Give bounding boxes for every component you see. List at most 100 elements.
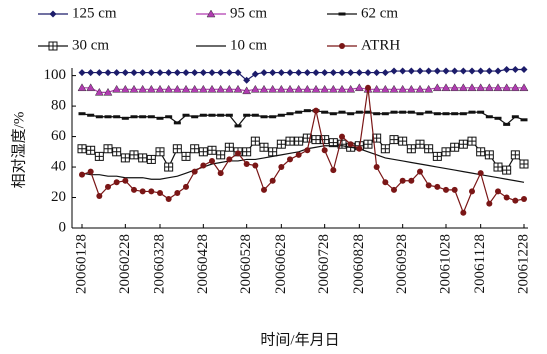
data-point	[512, 197, 519, 204]
marker-cross	[86, 146, 95, 155]
data-point	[433, 112, 441, 116]
data-point	[407, 110, 415, 114]
data-point	[467, 83, 477, 92]
data-point	[458, 139, 468, 149]
data-point	[295, 151, 302, 158]
data-point	[225, 69, 233, 77]
data-point	[86, 83, 96, 92]
x-tick-label: 20060328	[151, 234, 167, 294]
data-point	[503, 122, 511, 126]
series-line	[81, 145, 525, 183]
data-point	[251, 70, 259, 78]
data-point	[172, 84, 182, 93]
data-point	[86, 145, 96, 155]
data-point	[181, 151, 191, 161]
marker-cross	[156, 147, 164, 156]
marker-cross	[433, 152, 442, 161]
data-point	[372, 84, 382, 93]
marker-cross	[286, 137, 294, 146]
data-point	[234, 69, 242, 77]
data-point	[181, 84, 191, 93]
data-point	[122, 177, 129, 184]
marker-cross	[112, 147, 121, 156]
data-point	[174, 189, 181, 196]
marker-cross	[251, 137, 260, 146]
data-point	[164, 162, 174, 172]
data-point	[156, 69, 164, 77]
marker-cross	[364, 140, 372, 149]
data-point	[295, 110, 303, 114]
data-point	[146, 84, 156, 93]
data-point	[312, 69, 320, 77]
data-point	[302, 84, 312, 93]
data-point	[224, 142, 234, 152]
data-point	[432, 151, 442, 161]
data-point	[338, 110, 346, 114]
data-point	[364, 110, 372, 114]
data-point	[398, 136, 408, 146]
data-point	[434, 183, 441, 190]
data-point	[415, 84, 425, 93]
data-point	[243, 113, 251, 117]
data-point	[165, 69, 173, 77]
data-point	[243, 76, 251, 84]
data-point	[450, 83, 460, 92]
data-point	[121, 116, 129, 120]
data-point	[399, 67, 407, 75]
legend-label: 10 cm	[230, 37, 267, 53]
marker-cross	[338, 140, 346, 149]
legend-marker	[206, 9, 216, 18]
data-point	[354, 83, 364, 92]
x-tick-label: 20060928	[394, 234, 410, 294]
data-point	[502, 165, 512, 175]
data-point	[398, 84, 408, 93]
data-point	[156, 116, 164, 120]
y-tick-label: 0	[59, 219, 67, 235]
data-point	[78, 112, 86, 116]
series-line	[81, 87, 525, 215]
data-point	[519, 83, 529, 92]
data-point	[130, 115, 138, 119]
data-point	[121, 69, 129, 77]
data-point	[380, 84, 390, 93]
data-point	[486, 200, 493, 207]
data-point	[460, 209, 467, 216]
data-point	[477, 67, 485, 75]
y-axis-label: 相对湿度/%	[10, 112, 27, 189]
data-point	[520, 66, 528, 74]
data-point	[207, 145, 217, 155]
data-point	[191, 115, 199, 119]
marker-cross	[381, 144, 390, 153]
marker-cross	[190, 144, 199, 153]
data-point	[130, 69, 138, 77]
data-point	[277, 113, 285, 117]
marker-cross	[407, 144, 416, 153]
data-point	[503, 194, 510, 201]
data-point	[199, 69, 207, 77]
x-tick-label: 20060128	[73, 234, 89, 294]
data-point	[131, 186, 137, 193]
legend-label: 95 cm	[230, 5, 267, 21]
data-point	[519, 159, 529, 169]
legend-marker	[48, 41, 58, 51]
data-point	[259, 142, 269, 152]
marker-cross	[294, 137, 303, 146]
marker-cross	[242, 147, 251, 156]
data-point	[521, 196, 527, 203]
marker-cross	[511, 150, 520, 159]
data-point	[382, 179, 389, 186]
legend-label: 30 cm	[72, 37, 109, 53]
data-point	[217, 113, 225, 117]
data-point	[408, 177, 415, 184]
data-point	[511, 66, 519, 74]
data-point	[172, 144, 182, 154]
data-point	[260, 115, 268, 119]
data-point	[347, 141, 354, 148]
data-point	[502, 83, 512, 92]
data-point	[87, 69, 95, 77]
data-point	[295, 69, 303, 77]
legend-marker	[339, 43, 345, 49]
data-point	[321, 110, 329, 114]
data-point	[103, 87, 113, 96]
data-point	[416, 112, 424, 116]
